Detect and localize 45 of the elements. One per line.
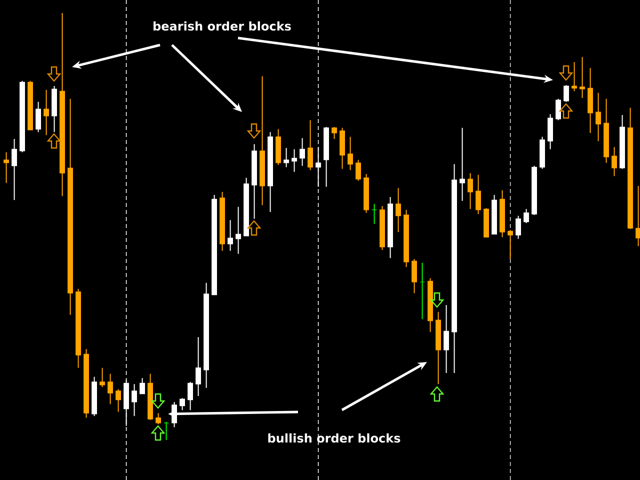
candlestick (596, 92, 601, 142)
candlestick (468, 172, 473, 210)
candlestick (284, 147, 289, 168)
candlestick (420, 262, 425, 320)
candlestick (372, 203, 377, 224)
candlestick (524, 208, 529, 224)
candlestick (196, 336, 201, 397)
candlestick (460, 127, 465, 202)
candlestick (636, 185, 640, 247)
candlestick (140, 378, 145, 394)
candlestick (548, 114, 553, 150)
candlestick (508, 229, 513, 260)
candlestick (300, 138, 305, 166)
candlestick (36, 101, 42, 133)
candlestick (156, 412, 162, 425)
candlestick (308, 120, 313, 171)
candlestick (292, 148, 297, 172)
candlestick (412, 258, 417, 294)
candlestick (44, 89, 50, 136)
candlestick (572, 62, 577, 92)
candlestick (132, 384, 138, 417)
candlestick (100, 367, 105, 388)
candlestick (348, 136, 353, 171)
candlestick (564, 84, 569, 102)
candlestick (164, 422, 169, 440)
candlestick (356, 159, 361, 182)
candlestick (4, 152, 9, 184)
candlestick (516, 215, 521, 240)
candlestick (180, 398, 185, 411)
candlestick (612, 146, 617, 177)
candlestick (476, 174, 481, 215)
annotation: bullish order blocks (268, 433, 400, 443)
candlestick (396, 188, 401, 233)
candlestick (12, 138, 17, 201)
candlestick (332, 126, 337, 140)
candlestick (228, 220, 233, 252)
candlestick (556, 98, 561, 121)
candlestick (116, 388, 121, 412)
annotation: bearish order blocks (154, 21, 291, 31)
candlestick (236, 206, 241, 254)
candlestick (580, 56, 585, 98)
candlestick (444, 304, 449, 374)
candlestick (188, 381, 193, 411)
candlestick (108, 373, 114, 405)
candlestick (316, 146, 321, 188)
